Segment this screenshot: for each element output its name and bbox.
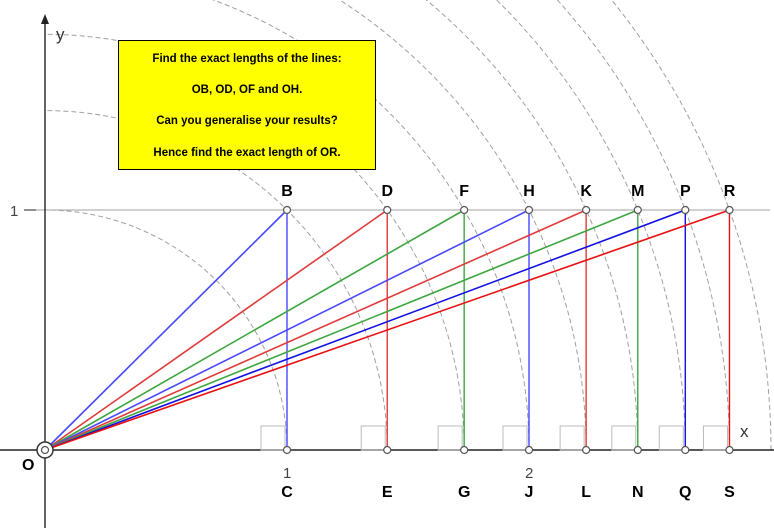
- segments-group: [44, 209, 731, 451]
- hypotenuse-line: [44, 209, 587, 451]
- point-H[interactable]: [524, 205, 534, 215]
- right-angle-marker: [502, 425, 528, 451]
- label-G: G: [458, 484, 470, 501]
- point-S[interactable]: [725, 445, 734, 455]
- label-E: E: [382, 484, 393, 501]
- right-angle-marker: [360, 425, 386, 451]
- y-axis-arrow: [41, 14, 49, 24]
- labels-group: y x 1 1 2 B C D E F G H J K L M N P Q R S O: [10, 25, 749, 501]
- question-line-1: Find the exact lengths of the lines:: [152, 53, 342, 65]
- hypotenuse-line: [44, 209, 730, 451]
- label-N: N: [632, 484, 644, 501]
- point-P[interactable]: [681, 205, 690, 215]
- label-Q: Q: [679, 484, 691, 501]
- label-R: R: [724, 183, 736, 200]
- label-O: O: [22, 457, 34, 474]
- y-tick-label: 1: [10, 203, 18, 220]
- question-box: Find the exact lengths of the lines: OB,…: [118, 40, 376, 170]
- question-line-2: OB, OD, OF and OH.: [191, 84, 303, 96]
- hypotenuse-line: [44, 209, 639, 451]
- point-G[interactable]: [460, 445, 469, 455]
- hypotenuse-line: [44, 209, 388, 451]
- point-K[interactable]: [582, 205, 591, 215]
- point-O[interactable]: [40, 445, 50, 455]
- construction-arc: [495, 0, 686, 451]
- construction-arc: [338, 0, 587, 451]
- label-M: M: [631, 183, 644, 200]
- point-B[interactable]: [282, 205, 292, 215]
- points-group: [36, 205, 734, 459]
- right-angle-marker: [559, 425, 585, 451]
- point-N[interactable]: [633, 445, 642, 455]
- hypotenuse-line: [44, 209, 465, 451]
- right-angle-marker: [437, 425, 463, 451]
- point-J[interactable]: [524, 445, 534, 455]
- label-C: C: [281, 484, 293, 501]
- right-angle-marker: [260, 425, 286, 451]
- label-B: B: [281, 183, 293, 200]
- label-D: D: [381, 183, 393, 200]
- hypotenuse-line: [44, 209, 288, 451]
- point-Q[interactable]: [681, 445, 690, 455]
- construction-arc: [556, 0, 730, 451]
- right-angle-marker: [702, 425, 728, 451]
- construction-arc: [425, 0, 639, 451]
- label-L: L: [581, 484, 591, 501]
- construction-arc: [212, 0, 530, 451]
- label-S: S: [724, 484, 735, 501]
- point-D[interactable]: [383, 205, 392, 215]
- x-axis-label: x: [740, 422, 749, 441]
- label-H: H: [523, 183, 535, 200]
- point-M[interactable]: [633, 205, 642, 215]
- question-line-3: Can you generalise your results?: [156, 115, 338, 127]
- point-C[interactable]: [282, 445, 292, 455]
- right-angle-marker: [658, 425, 684, 451]
- label-P: P: [680, 183, 691, 200]
- construction-arc: [611, 0, 772, 451]
- point-R[interactable]: [725, 205, 734, 215]
- x-tick-label: 1: [283, 465, 291, 482]
- label-F: F: [459, 183, 469, 200]
- point-F[interactable]: [460, 205, 469, 215]
- right-angle-marker: [611, 425, 637, 451]
- point-E[interactable]: [383, 445, 392, 455]
- point-L[interactable]: [582, 445, 591, 455]
- label-K: K: [580, 183, 592, 200]
- y-axis-label: y: [56, 25, 65, 44]
- hypotenuse-line: [44, 209, 686, 451]
- label-J: J: [525, 484, 534, 501]
- hypotenuse-line: [44, 209, 530, 451]
- question-line-4: Hence find the exact length of OR.: [153, 147, 341, 159]
- x-tick-label: 2: [525, 465, 533, 482]
